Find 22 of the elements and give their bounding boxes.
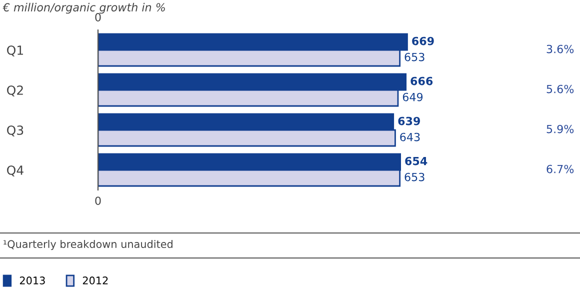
text: 0 bbox=[95, 196, 101, 205]
data-label: 669 bbox=[412, 36, 434, 46]
text: 5.9% bbox=[546, 124, 574, 134]
text: 0 bbox=[95, 13, 101, 22]
y-tick-label: Q1 bbox=[7, 45, 23, 56]
y-tick-label: Q4 bbox=[7, 165, 24, 176]
data-label: 639 bbox=[398, 116, 420, 126]
data-label: 653 bbox=[404, 172, 424, 182]
legend-label: 2013 bbox=[20, 276, 45, 284]
text: ¹Quarterly breakdown unaudited bbox=[4, 240, 172, 250]
data-label: 649 bbox=[402, 92, 423, 102]
y-tick-label: Q2 bbox=[7, 85, 23, 96]
data-label: 653 bbox=[404, 52, 424, 62]
data-label: 654 bbox=[405, 156, 428, 166]
text: 3.6% bbox=[546, 44, 574, 54]
text: 6.7% bbox=[546, 164, 574, 174]
chart-title: € million/organic growth in % bbox=[2, 2, 165, 14]
text: 5.6% bbox=[546, 84, 574, 94]
data-label: 666 bbox=[410, 76, 433, 86]
data-label: 643 bbox=[400, 132, 420, 142]
legend-label: 2012 bbox=[82, 276, 108, 284]
y-tick-label: Q3 bbox=[7, 125, 24, 136]
